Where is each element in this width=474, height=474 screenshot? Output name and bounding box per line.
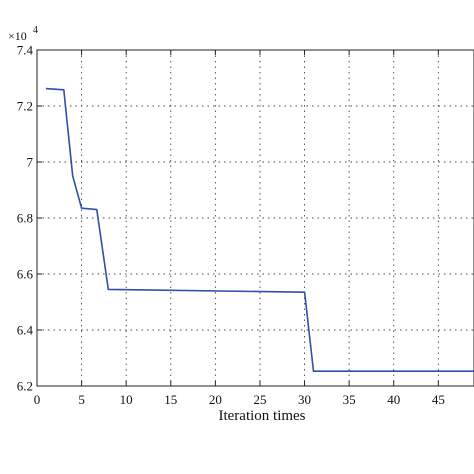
x-tick-label: 10 (120, 392, 133, 407)
y-exponent-power: 4 (33, 25, 38, 36)
y-tick-label: 7 (27, 155, 34, 170)
y-tick-label: 7.2 (17, 99, 33, 114)
y-tick-label: 6.8 (17, 211, 33, 226)
y-tick-label: 6.6 (17, 267, 34, 282)
series-line (45, 87, 474, 373)
y-tick-labels: 6.2 6.4 6.6 6.8 7 7.2 7.4 (17, 43, 34, 394)
x-tick-label: 15 (164, 392, 177, 407)
x-tick-label: 40 (387, 392, 400, 407)
x-tick-labels: 0 5 10 15 20 25 30 35 40 45 (34, 392, 445, 407)
x-tick-label: 30 (298, 392, 311, 407)
x-tick-label: 25 (253, 392, 266, 407)
y-tick-label: 7.4 (17, 43, 34, 58)
series-layer (45, 87, 474, 373)
tick-marks (36, 49, 439, 387)
plot-frame (36, 49, 474, 387)
x-tick-label: 35 (343, 392, 356, 407)
x-tick-label: 45 (432, 392, 445, 407)
x-tick-label: 20 (209, 392, 222, 407)
x-tick-label: 0 (34, 392, 41, 407)
y-exponent-base: ×10 (8, 29, 27, 43)
x-axis-label: Iteration times (218, 408, 305, 424)
x-tick-label: 5 (78, 392, 85, 407)
grid (37, 50, 474, 386)
y-tick-label: 6.4 (17, 323, 34, 338)
y-tick-label: 6.2 (17, 379, 33, 394)
